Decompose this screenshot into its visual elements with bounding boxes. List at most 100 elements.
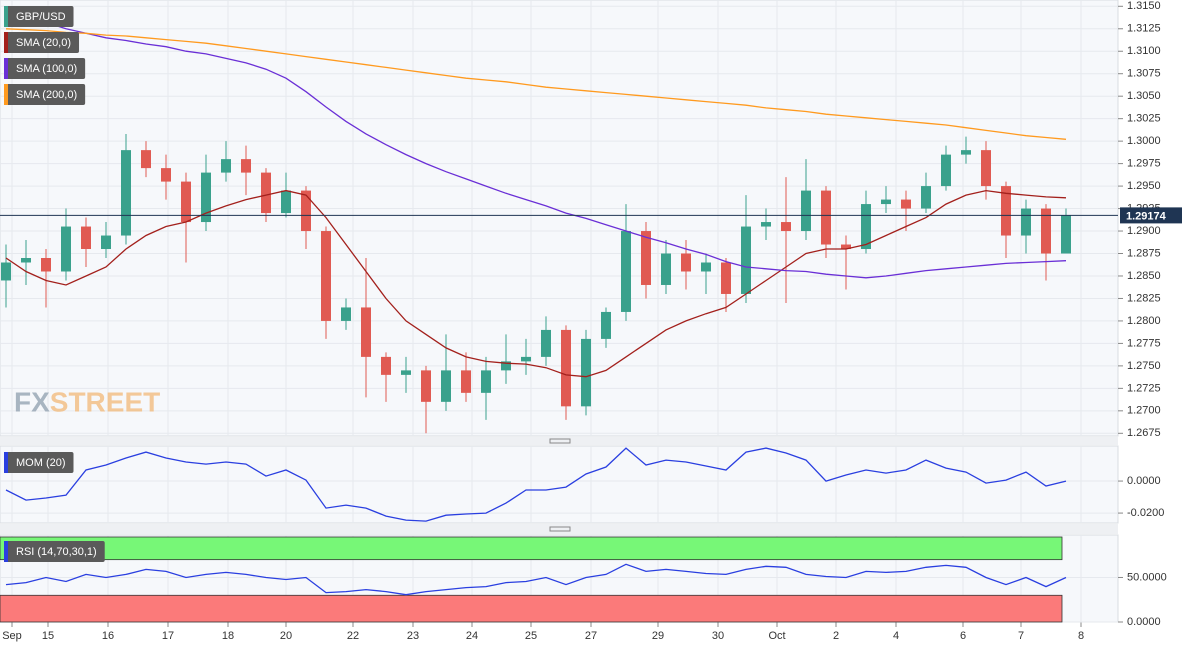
y-tick-label: 1.3150 bbox=[1127, 0, 1161, 12]
y-tick-label: 1.3100 bbox=[1127, 45, 1161, 57]
x-tick-label: 2 bbox=[833, 630, 839, 642]
y-tick-label: 50.0000 bbox=[1127, 571, 1167, 583]
x-tick-label: 18 bbox=[222, 630, 234, 642]
overbought-band bbox=[0, 536, 1063, 561]
candle-body bbox=[841, 244, 851, 250]
candle-body bbox=[881, 199, 891, 205]
legend-label: SMA (100,0) bbox=[16, 63, 77, 75]
candle-body bbox=[301, 190, 311, 232]
x-tick-label: 29 bbox=[652, 630, 664, 642]
candle-body bbox=[361, 307, 371, 357]
legend-item: GBP/USD bbox=[4, 6, 74, 27]
x-tick-label: 23 bbox=[407, 630, 419, 642]
candle-body bbox=[381, 356, 391, 375]
candle-body bbox=[341, 307, 351, 321]
x-tick-label: 7 bbox=[1018, 630, 1024, 642]
y-tick-label: 1.3000 bbox=[1127, 135, 1161, 147]
y-tick-label: 1.2750 bbox=[1127, 360, 1161, 372]
divider-handle[interactable] bbox=[549, 438, 571, 444]
current-price-box bbox=[1120, 207, 1182, 224]
candle-body bbox=[621, 231, 631, 312]
legend-box bbox=[4, 541, 105, 562]
candle-body bbox=[141, 150, 151, 169]
legend-swatch bbox=[4, 84, 8, 105]
y-tick-label: 1.2850 bbox=[1127, 270, 1161, 282]
current-price-label: 1.29174 bbox=[1126, 210, 1167, 222]
candle-body bbox=[601, 311, 611, 339]
x-tick-label: 8 bbox=[1078, 630, 1084, 642]
candle-body bbox=[981, 150, 991, 187]
candle-body bbox=[61, 226, 71, 272]
candle-body bbox=[761, 222, 771, 227]
candle-body bbox=[0, 262, 11, 281]
panel-divider[interactable] bbox=[0, 437, 1118, 445]
candle-body bbox=[721, 262, 731, 294]
candle-body bbox=[1001, 186, 1011, 236]
legend-box bbox=[4, 32, 80, 53]
candle-body bbox=[681, 253, 691, 272]
candle-body bbox=[521, 356, 531, 362]
x-tick-label: 20 bbox=[280, 630, 292, 642]
candle-body bbox=[41, 258, 51, 272]
candle-body bbox=[541, 329, 551, 357]
x-tick-label: Oct bbox=[768, 630, 785, 642]
legend-swatch bbox=[4, 32, 8, 53]
candle-body bbox=[1021, 208, 1031, 236]
legend-label: GBP/USD bbox=[16, 11, 66, 23]
y-tick-label: 1.2975 bbox=[1127, 158, 1161, 170]
y-tick-label: 1.2725 bbox=[1127, 382, 1161, 394]
x-tick-label: 27 bbox=[585, 630, 597, 642]
legend-swatch bbox=[4, 541, 8, 562]
candle-body bbox=[201, 172, 211, 223]
candle-body bbox=[181, 181, 191, 223]
x-tick-label: 30 bbox=[712, 630, 724, 642]
candle-body bbox=[121, 150, 131, 236]
legend-box bbox=[4, 84, 86, 105]
candle-body bbox=[941, 154, 951, 187]
legend-item: SMA (20,0) bbox=[4, 32, 80, 53]
panel-divider[interactable] bbox=[0, 524, 1118, 534]
candle-body bbox=[961, 150, 971, 155]
y-tick-label: 1.2825 bbox=[1127, 292, 1161, 304]
candle-body bbox=[101, 235, 111, 250]
candle-body bbox=[281, 190, 291, 214]
x-tick-label: 17 bbox=[162, 630, 174, 642]
y-tick-label: 0.0000 bbox=[1127, 616, 1161, 628]
series-line bbox=[5, 28, 1067, 140]
y-tick-label: 1.3025 bbox=[1127, 113, 1161, 125]
candle-body bbox=[1041, 208, 1051, 254]
candle-body bbox=[261, 172, 271, 214]
candle-body bbox=[801, 190, 811, 232]
legend-label: SMA (20,0) bbox=[16, 37, 71, 49]
candle-body bbox=[1061, 215, 1071, 254]
divider-handle[interactable] bbox=[549, 526, 571, 532]
legend-swatch bbox=[4, 58, 8, 79]
y-tick-label: 1.2675 bbox=[1127, 427, 1161, 439]
candle-body bbox=[421, 370, 431, 402]
y-tick-label: -0.0200 bbox=[1127, 507, 1164, 519]
candle-body bbox=[441, 370, 451, 402]
candle-body bbox=[481, 370, 491, 393]
legend-box bbox=[4, 452, 74, 473]
legend-item: RSI (14,70,30,1) bbox=[4, 541, 105, 562]
candle-body bbox=[701, 262, 711, 272]
watermark: FX bbox=[14, 386, 50, 417]
watermark: STREET bbox=[50, 386, 160, 417]
candle-body bbox=[161, 168, 171, 182]
legend-item: MOM (20) bbox=[4, 452, 74, 473]
y-tick-label: 1.3075 bbox=[1127, 68, 1161, 80]
candle-body bbox=[461, 370, 471, 393]
y-tick-label: 1.2700 bbox=[1127, 405, 1161, 417]
y-tick-label: 1.2950 bbox=[1127, 180, 1161, 192]
x-tick-label: Sep bbox=[2, 630, 22, 642]
legend-item: SMA (200,0) bbox=[4, 84, 86, 105]
candle-body bbox=[781, 222, 791, 232]
y-tick-label: 1.2875 bbox=[1127, 247, 1161, 259]
x-tick-label: 4 bbox=[893, 630, 899, 642]
candle-body bbox=[561, 329, 571, 407]
candle-body bbox=[661, 253, 671, 285]
x-tick-label: 15 bbox=[42, 630, 54, 642]
candle-body bbox=[501, 361, 511, 371]
candle-body bbox=[321, 231, 331, 321]
